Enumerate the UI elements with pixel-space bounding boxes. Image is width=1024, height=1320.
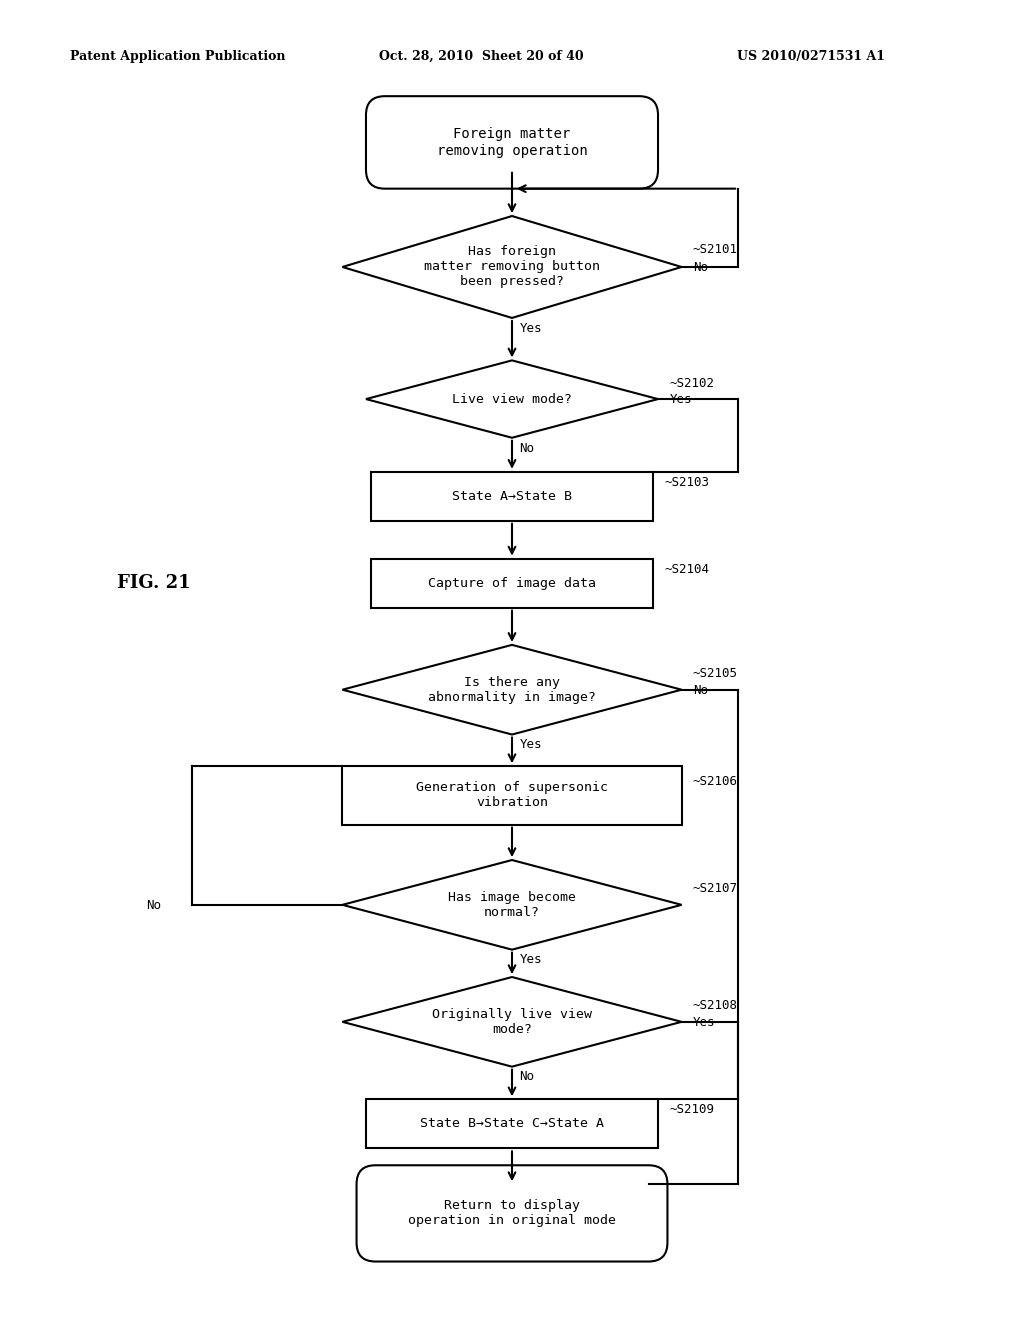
Text: No: No [519, 441, 535, 454]
Bar [342, 766, 682, 825]
Text: ~S2108: ~S2108 [693, 999, 738, 1012]
Polygon shape [342, 977, 682, 1067]
Text: ~S2103: ~S2103 [665, 475, 710, 488]
Text: State B→State C→State A: State B→State C→State A [420, 1117, 604, 1130]
Text: Yes: Yes [693, 1016, 716, 1030]
Text: ~S2109: ~S2109 [670, 1104, 715, 1117]
Text: ~S2105: ~S2105 [693, 668, 738, 680]
FancyBboxPatch shape [366, 96, 658, 189]
Text: No: No [519, 1071, 535, 1084]
Polygon shape [342, 216, 682, 318]
Polygon shape [342, 645, 682, 734]
Text: ~S2104: ~S2104 [665, 562, 710, 576]
Bar [371, 471, 653, 521]
Text: No: No [693, 684, 708, 697]
Text: State A→State B: State A→State B [452, 490, 572, 503]
Text: Oct. 28, 2010  Sheet 20 of 40: Oct. 28, 2010 Sheet 20 of 40 [379, 50, 584, 63]
Text: Yes: Yes [519, 322, 542, 335]
Text: Originally live view
mode?: Originally live view mode? [432, 1008, 592, 1036]
Text: ~S2106: ~S2106 [693, 775, 738, 788]
Text: US 2010/0271531 A1: US 2010/0271531 A1 [737, 50, 886, 63]
Text: Yes: Yes [519, 738, 542, 751]
Text: Return to display
operation in original mode: Return to display operation in original … [408, 1200, 616, 1228]
Text: Yes: Yes [519, 953, 542, 966]
Text: Foreign matter
removing operation: Foreign matter removing operation [436, 127, 588, 157]
Text: Yes: Yes [670, 393, 692, 407]
Text: ~S2107: ~S2107 [693, 882, 738, 895]
Text: ~S2102: ~S2102 [670, 376, 715, 389]
Text: Live view mode?: Live view mode? [452, 392, 572, 405]
Polygon shape [366, 360, 658, 438]
Bar [371, 558, 653, 607]
Text: No: No [693, 261, 708, 275]
Text: No: No [146, 899, 162, 912]
Polygon shape [342, 861, 682, 949]
FancyBboxPatch shape [356, 1166, 668, 1262]
Text: Is there any
abnormality in image?: Is there any abnormality in image? [428, 676, 596, 704]
Text: FIG. 21: FIG. 21 [117, 574, 190, 593]
Text: Generation of supersonic
vibration: Generation of supersonic vibration [416, 781, 608, 809]
Text: Has foreign
matter removing button
been pressed?: Has foreign matter removing button been … [424, 246, 600, 289]
Text: Capture of image data: Capture of image data [428, 577, 596, 590]
Text: Patent Application Publication: Patent Application Publication [70, 50, 285, 63]
Bar [366, 1100, 658, 1148]
Text: Has image become
normal?: Has image become normal? [449, 891, 575, 919]
Text: ~S2101: ~S2101 [693, 243, 738, 256]
